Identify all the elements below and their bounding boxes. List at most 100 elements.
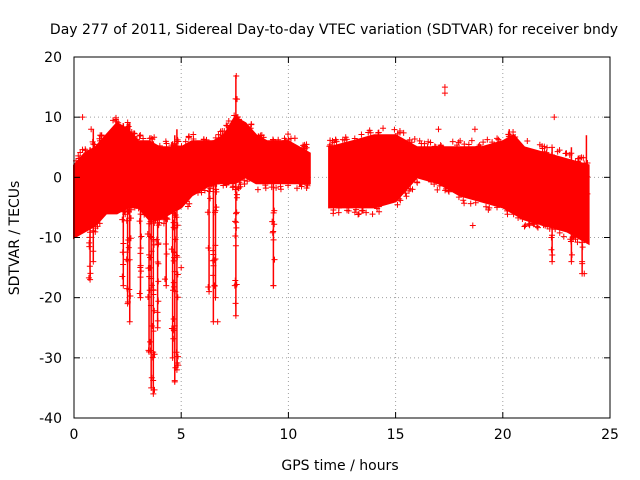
data-point — [174, 359, 181, 366]
data-point — [380, 125, 387, 132]
data-point — [207, 158, 214, 165]
data-point — [82, 146, 89, 153]
data-point — [91, 150, 98, 157]
data-point — [155, 298, 162, 305]
data-point — [96, 220, 103, 227]
data-point — [540, 222, 547, 229]
data-point — [136, 218, 143, 225]
data-point — [155, 222, 162, 229]
data-point — [224, 122, 231, 129]
data-point — [137, 274, 144, 281]
data-point — [212, 255, 219, 262]
data-point — [522, 222, 529, 229]
data-point — [515, 214, 522, 221]
data-point — [460, 197, 467, 204]
data-point — [406, 136, 413, 143]
data-point — [91, 191, 98, 198]
data-point — [521, 223, 528, 230]
data-point — [119, 202, 126, 209]
data-point — [168, 196, 175, 203]
data-point — [112, 114, 119, 121]
data-point — [75, 152, 82, 159]
data-point — [115, 119, 122, 126]
data-point — [127, 200, 134, 207]
data-point-outlier — [270, 282, 277, 289]
data-point-outlier — [231, 282, 238, 289]
data-point — [229, 184, 236, 191]
data-point — [534, 224, 541, 231]
data-point — [569, 216, 576, 223]
data-point — [358, 207, 365, 214]
data-point — [174, 148, 181, 155]
data-point — [424, 144, 431, 151]
data-point — [232, 242, 239, 249]
data-point — [89, 203, 96, 210]
data-point — [275, 136, 282, 143]
data-point — [211, 257, 218, 264]
data-point — [126, 144, 133, 151]
data-point — [270, 236, 277, 243]
data-point — [244, 178, 251, 185]
data-point — [110, 117, 117, 124]
data-point — [153, 236, 160, 243]
data-point — [232, 277, 239, 284]
data-point — [155, 260, 162, 267]
data-point — [549, 258, 556, 265]
data-point — [233, 209, 240, 216]
data-point — [168, 142, 175, 149]
data-point — [271, 256, 278, 263]
y-tick-label: 0 — [53, 170, 62, 186]
data-point — [225, 117, 232, 124]
scatter-points — [73, 73, 591, 397]
data-point — [213, 188, 220, 195]
y-tick-label: -20 — [39, 291, 62, 307]
data-point — [494, 135, 501, 142]
data-point — [449, 138, 456, 145]
data-point — [173, 143, 180, 150]
data-point — [489, 139, 496, 146]
data-point — [90, 227, 97, 234]
data-point — [549, 194, 556, 201]
data-point — [556, 229, 563, 236]
data-point — [150, 192, 157, 199]
data-point — [215, 131, 222, 138]
data-point — [355, 210, 362, 217]
data-point — [126, 286, 133, 293]
data-point-outlier — [579, 258, 586, 265]
data-point — [163, 140, 170, 147]
data-point — [77, 149, 84, 156]
data-point — [119, 216, 126, 223]
data-point — [431, 181, 438, 188]
data-point — [138, 268, 145, 275]
data-point — [233, 224, 240, 231]
data-point — [552, 226, 559, 233]
data-point — [97, 132, 104, 139]
data-point — [76, 155, 83, 162]
data-point — [90, 220, 97, 227]
data-point — [151, 307, 158, 314]
data-point — [480, 139, 487, 146]
data-point — [174, 353, 181, 360]
data-point — [232, 210, 239, 217]
data-point — [506, 198, 513, 205]
data-point — [584, 173, 591, 180]
data-point — [190, 136, 197, 142]
data-point — [506, 180, 513, 187]
data-point — [483, 203, 490, 210]
data-point — [138, 170, 145, 177]
data-point — [119, 273, 126, 280]
data-point — [162, 204, 169, 211]
data-point — [150, 390, 157, 397]
data-point — [445, 188, 452, 195]
data-point — [281, 135, 288, 142]
data-point — [394, 130, 401, 137]
data-point — [173, 252, 180, 259]
data-point — [467, 200, 474, 207]
data-point — [485, 206, 492, 213]
y-tick-label: 20 — [44, 50, 62, 66]
data-point — [123, 217, 130, 224]
y-axis-label: SDTVAR / TECUs — [7, 181, 23, 296]
data-point — [232, 95, 239, 102]
data-point — [183, 198, 190, 205]
data-point — [373, 204, 380, 211]
